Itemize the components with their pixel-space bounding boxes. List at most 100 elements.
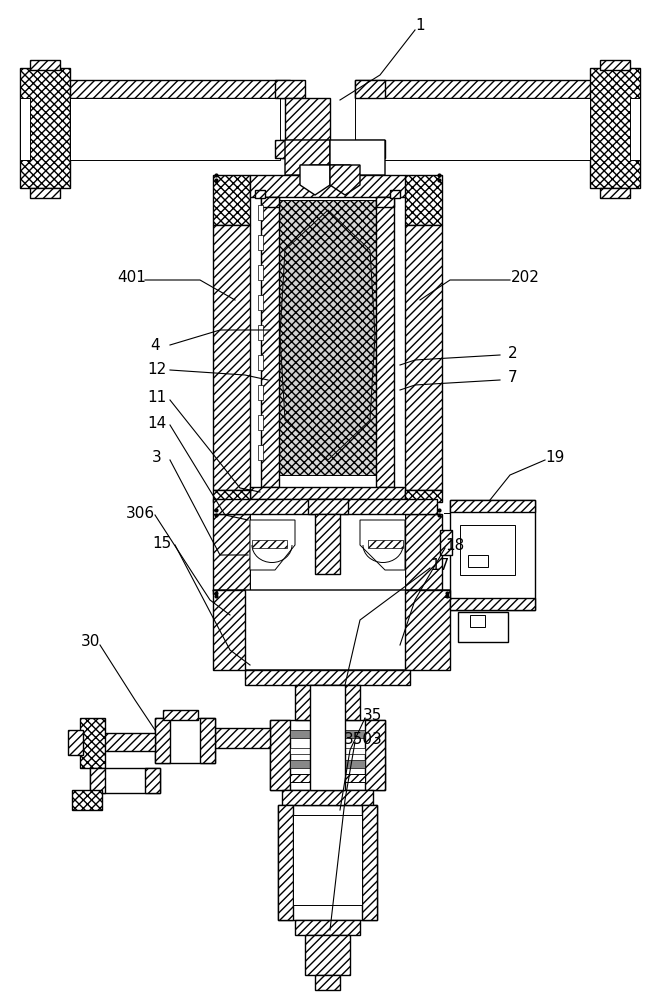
Bar [258, 295, 263, 310]
Bar [270, 720, 385, 790]
Bar [405, 514, 442, 594]
Bar [590, 68, 640, 188]
Bar [450, 500, 535, 610]
Text: 35: 35 [363, 708, 383, 722]
Bar [90, 768, 105, 793]
Bar [68, 730, 83, 755]
Bar [315, 975, 340, 990]
Polygon shape [213, 590, 245, 670]
Bar [630, 98, 640, 160]
Polygon shape [280, 210, 375, 460]
Bar [30, 60, 60, 70]
Polygon shape [250, 520, 295, 570]
Bar [278, 805, 377, 920]
Bar [405, 225, 442, 490]
Bar [270, 720, 290, 790]
Text: 17: 17 [430, 558, 449, 574]
Bar [293, 815, 362, 905]
Bar [213, 514, 250, 594]
Bar [100, 733, 155, 751]
Bar [440, 530, 452, 555]
Text: 19: 19 [545, 450, 565, 464]
Bar [295, 685, 360, 720]
Bar [468, 555, 488, 567]
Bar [200, 718, 215, 763]
Bar [258, 235, 263, 250]
Bar [450, 500, 535, 512]
Bar [600, 60, 630, 70]
Bar [258, 325, 263, 340]
Bar [275, 80, 305, 98]
Bar [250, 175, 405, 197]
Bar [163, 710, 198, 720]
Polygon shape [213, 590, 450, 670]
Text: 11: 11 [147, 390, 166, 406]
Bar [470, 615, 485, 627]
Bar [405, 175, 442, 225]
Bar [355, 80, 625, 98]
Bar [252, 540, 287, 548]
Bar [355, 140, 385, 158]
Bar [250, 487, 405, 499]
Text: 306: 306 [125, 506, 154, 520]
Bar [376, 197, 394, 487]
Bar [290, 760, 365, 768]
Bar [145, 768, 160, 793]
Bar [390, 190, 400, 198]
Bar [275, 140, 305, 158]
Bar [213, 499, 437, 514]
Bar [213, 175, 250, 225]
Text: 2: 2 [508, 346, 518, 360]
Bar [70, 98, 280, 160]
Bar [285, 98, 330, 140]
Text: 401: 401 [117, 270, 147, 286]
Bar [213, 225, 250, 490]
Bar [355, 140, 625, 158]
Bar [258, 355, 263, 370]
Bar [282, 790, 373, 805]
Bar [290, 774, 365, 782]
Bar [362, 805, 377, 920]
Polygon shape [285, 140, 330, 175]
Bar [258, 265, 263, 280]
Bar [250, 514, 405, 594]
Bar [458, 612, 508, 642]
Bar [30, 140, 290, 158]
Bar [90, 768, 160, 793]
Bar [215, 728, 270, 748]
Bar [308, 499, 348, 514]
Bar [258, 205, 263, 220]
Bar [80, 718, 105, 768]
Bar [278, 805, 293, 920]
Bar [155, 718, 215, 763]
Bar [279, 200, 376, 475]
Polygon shape [360, 520, 405, 570]
Text: 15: 15 [152, 536, 172, 550]
Text: 18: 18 [446, 538, 465, 554]
Bar [72, 790, 102, 810]
Bar [155, 718, 170, 763]
Bar [310, 685, 345, 790]
Text: 3503: 3503 [344, 732, 382, 748]
Bar [30, 188, 60, 198]
Bar [368, 540, 403, 548]
Bar [255, 190, 265, 198]
Text: 202: 202 [511, 270, 539, 286]
Bar [261, 197, 279, 487]
Bar [315, 514, 340, 574]
Bar [295, 920, 360, 935]
Bar [290, 748, 365, 754]
Polygon shape [330, 140, 385, 175]
Bar [405, 490, 442, 502]
Bar [376, 197, 394, 207]
Polygon shape [405, 590, 450, 670]
Text: 7: 7 [508, 370, 518, 385]
Polygon shape [330, 165, 360, 195]
Bar [20, 98, 30, 160]
Text: 4: 4 [150, 338, 160, 353]
Bar [355, 80, 385, 98]
Bar [460, 525, 515, 575]
Bar [450, 598, 535, 610]
Bar [258, 445, 263, 460]
Bar [305, 935, 350, 975]
